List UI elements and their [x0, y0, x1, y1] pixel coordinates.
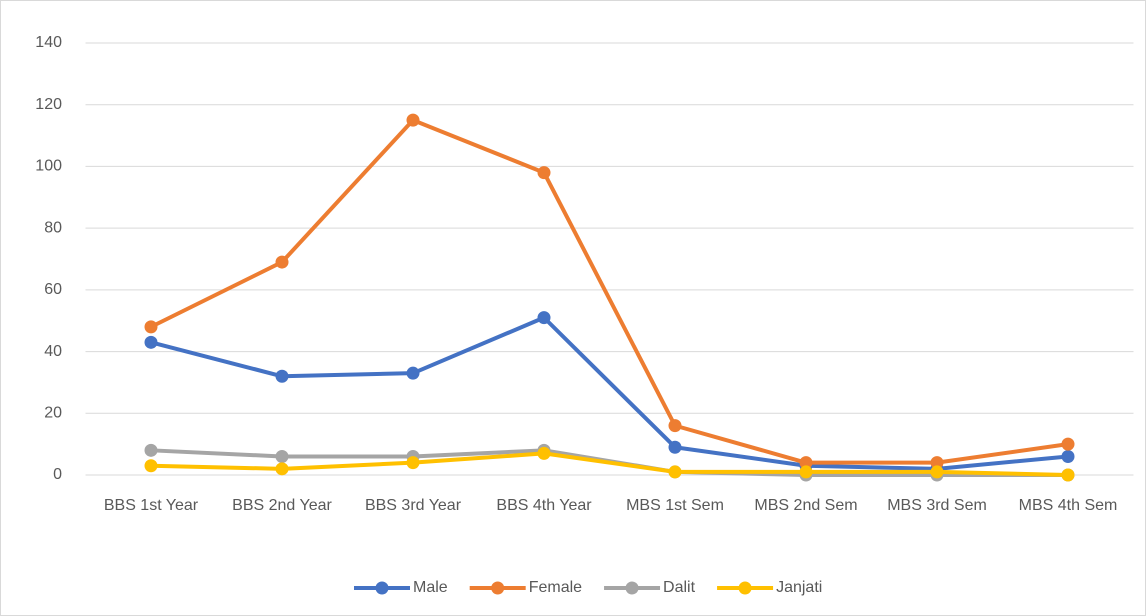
- point-marker: [1061, 437, 1075, 451]
- point-marker: [144, 320, 158, 334]
- point-marker: [144, 443, 158, 457]
- x-tick-label: BBS 2nd Year: [232, 497, 332, 514]
- series-line: [149, 118, 1070, 465]
- x-tick-label: BBS 1st Year: [104, 497, 199, 514]
- x-tick-label: MBS 4th Sem: [1019, 497, 1118, 514]
- y-tick-label: 40: [44, 343, 62, 360]
- point-marker: [406, 456, 420, 470]
- point-marker: [275, 255, 289, 269]
- legend-label: Janjati: [776, 579, 822, 596]
- point-marker: [668, 465, 682, 479]
- y-tick-label: 120: [35, 96, 62, 113]
- legend-label: Dalit: [663, 579, 696, 596]
- point-marker: [406, 366, 420, 380]
- point-marker: [275, 449, 289, 463]
- point-marker: [144, 459, 158, 473]
- x-tick-label: MBS 2nd Sem: [754, 497, 857, 514]
- series-line: [149, 315, 1070, 471]
- y-tick-label: 20: [44, 405, 62, 422]
- x-tick-label: MBS 3rd Sem: [887, 497, 987, 514]
- point-marker: [1061, 468, 1075, 482]
- point-marker: [275, 462, 289, 476]
- x-tick-label: BBS 4th Year: [496, 497, 592, 514]
- point-marker: [930, 456, 944, 470]
- y-tick-label: 100: [35, 158, 62, 175]
- point-marker: [668, 419, 682, 433]
- point-marker: [668, 440, 682, 454]
- legend-marker: [375, 581, 389, 595]
- series-line: [149, 451, 1070, 477]
- legend-marker: [491, 581, 505, 595]
- legend-label: Male: [413, 579, 448, 596]
- x-tick-label: MBS 1st Sem: [626, 497, 724, 514]
- y-tick-label: 80: [44, 219, 62, 236]
- y-tick-label: 0: [53, 466, 62, 483]
- point-marker: [799, 456, 813, 470]
- point-marker: [406, 113, 420, 127]
- x-tick-label: BBS 3rd Year: [365, 497, 462, 514]
- point-marker: [1061, 449, 1075, 463]
- y-tick-label: 140: [35, 34, 62, 51]
- point-marker: [144, 335, 158, 349]
- point-marker: [537, 446, 551, 460]
- point-marker: [537, 311, 551, 325]
- legend-label: Female: [529, 579, 582, 596]
- y-tick-label: 60: [44, 281, 62, 298]
- point-marker: [275, 369, 289, 383]
- point-marker: [537, 166, 551, 180]
- legend-marker: [738, 581, 752, 595]
- legend-marker: [625, 581, 639, 595]
- point-marker: [930, 465, 944, 479]
- point-marker: [799, 465, 813, 479]
